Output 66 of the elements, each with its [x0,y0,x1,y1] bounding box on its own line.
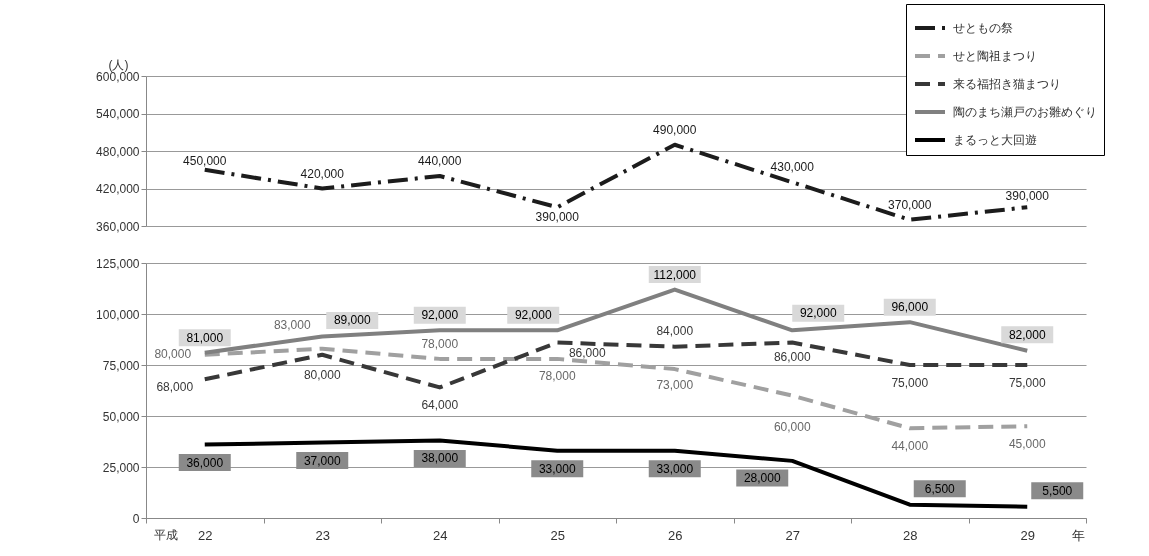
data-label: 390,000 [1005,189,1050,204]
data-label: 5,500 [1042,483,1073,498]
legend-label: まるっと大回遊 [953,133,1037,147]
data-label: 64,000 [421,398,459,413]
data-label: 86,000 [773,349,811,364]
data-label: 6,500 [924,481,956,496]
data-label: 37,000 [303,453,341,468]
data-label: 36,000 [186,455,224,470]
text: 平成 [154,528,178,542]
y-tick-label: 420,000 [96,182,140,196]
x-tick-label: 24 [433,527,448,543]
data-label: 89,000 [333,313,371,328]
legend-label: せともの祭 [953,21,1013,35]
data-label: 84,000 [656,323,694,338]
y-tick-label: 75,000 [102,358,140,373]
data-label: 390,000 [535,210,580,225]
x-tick-label: 27 [785,527,800,543]
data-label: 370,000 [888,197,932,212]
x-tick-label: 28 [903,527,918,543]
legend-label: 来る福招き猫まつり [953,77,1061,91]
data-label: 450,000 [183,153,227,168]
data-label: 86,000 [568,345,606,360]
y-tick-label: 100,000 [96,307,140,322]
x-tick-label: 23 [315,527,330,543]
data-label: 75,000 [1008,376,1046,390]
data-label: 44,000 [891,439,929,454]
x-axis-title: 年 [1072,527,1085,543]
y-tick-label: 125,000 [96,256,140,271]
legend-label: せと陶祖まつり [953,49,1037,63]
data-label: 83,000 [273,317,311,332]
x-tick-label: 25 [550,527,565,543]
y-tick-label: 50,000 [102,409,140,424]
data-label: 80,000 [303,367,341,382]
data-label: 81,000 [186,330,224,345]
x-tick-label: 29 [1020,527,1035,543]
y-tick-label: 0 [132,511,140,526]
data-label: 68,000 [156,380,194,395]
legend-label: 陶のまち瀬戸のお雛めぐり [953,105,1097,119]
x-tick-label: 22 [198,527,213,543]
data-label: 430,000 [770,160,815,175]
data-label: 78,000 [538,368,576,383]
y-tick-label: 360,000 [96,219,140,234]
data-label: 75,000 [891,376,929,390]
data-label: 78,000 [421,336,459,351]
data-label: 60,000 [773,419,811,434]
data-label: 38,000 [421,451,459,466]
y-tick-label: 540,000 [96,107,140,121]
data-label: 28,000 [743,470,781,485]
y-axis-title: (人) [108,57,129,72]
y-tick-label: 25,000 [102,460,140,475]
data-label: 33,000 [656,461,694,476]
data-label: 92,000 [421,308,459,323]
data-label: 82,000 [1008,327,1046,342]
data-label: 490,000 [653,122,697,137]
data-label: 440,000 [418,154,462,168]
data-label: 420,000 [300,166,345,181]
data-label: 112,000 [653,267,697,282]
data-label: 33,000 [538,461,576,476]
x-tick-label: 26 [668,527,683,543]
data-label: 45,000 [1008,437,1046,452]
y-tick-label: 480,000 [96,144,140,159]
data-label: 92,000 [514,308,552,323]
data-label: 80,000 [154,346,192,361]
data-label: 96,000 [891,300,929,315]
data-label: 92,000 [799,306,837,321]
data-label: 73,000 [656,378,694,393]
